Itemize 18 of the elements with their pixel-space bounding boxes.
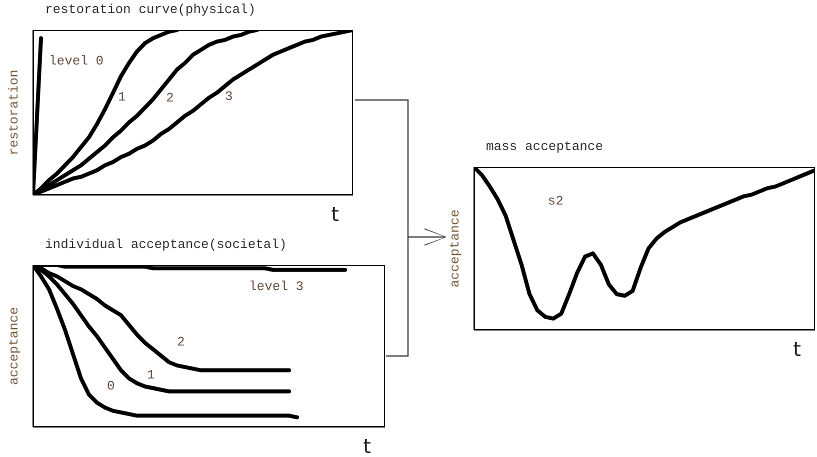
x-axis-title: t (363, 434, 372, 457)
text: s2 (548, 194, 564, 209)
series-label: 2 (177, 334, 185, 350)
x-axis-title: t (331, 202, 340, 226)
y-axis-title: acceptance (448, 209, 463, 288)
x-axis-title: t (793, 337, 802, 361)
y-axis-title: acceptance (6, 306, 22, 386)
series-label: level 0 (49, 53, 104, 68)
series-label: 3 (225, 89, 233, 104)
series-label: 0 (107, 378, 115, 394)
series-label: 1 (118, 90, 126, 105)
y-axis-title: restoration (6, 70, 22, 156)
series-label: 1 (147, 368, 155, 382)
series-label: 2 (166, 90, 174, 106)
chart-title: restoration curve(physical) (45, 2, 256, 17)
chart-title: individual acceptance(societal) (45, 237, 287, 252)
series-label: level 3 (249, 279, 304, 294)
chart-title: mass acceptance (486, 139, 604, 154)
